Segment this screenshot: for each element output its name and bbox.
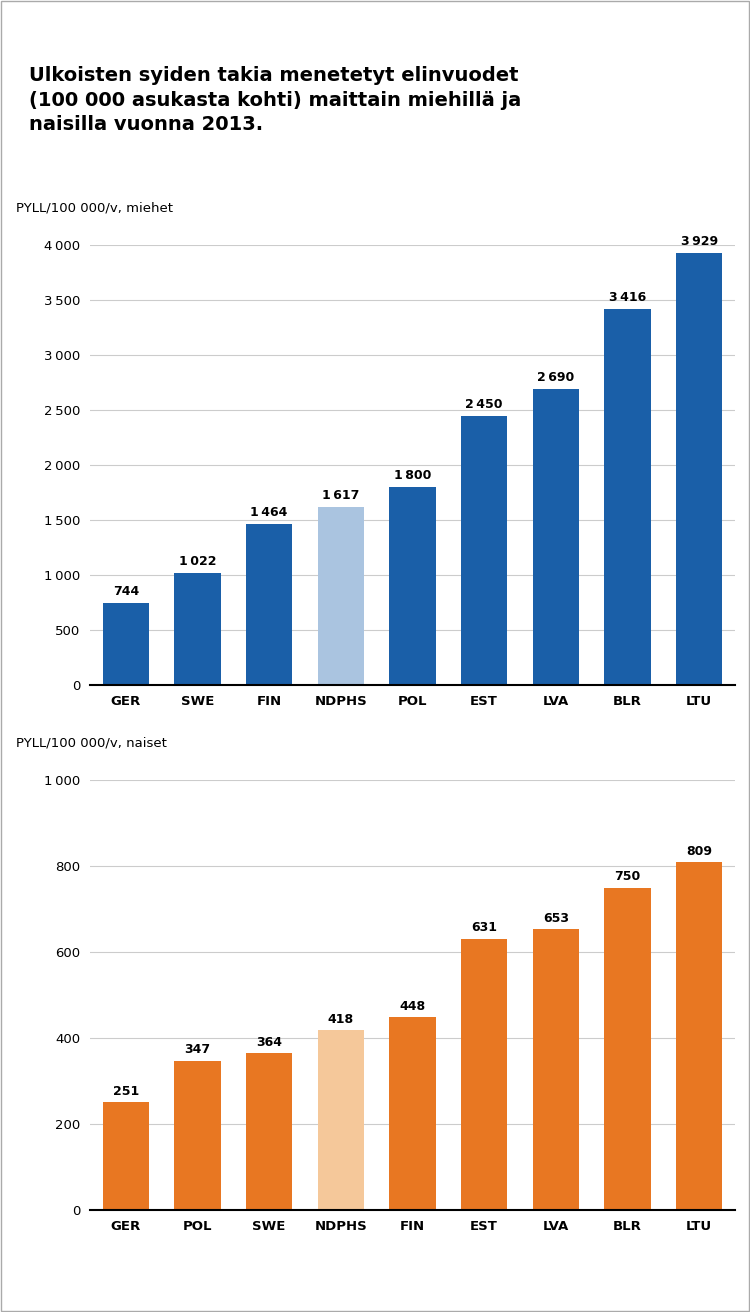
Text: PYLL/100 000/v, miehet: PYLL/100 000/v, miehet [16, 201, 173, 214]
Bar [604, 310, 651, 685]
Text: 809: 809 [686, 845, 712, 858]
Text: 418: 418 [328, 1013, 354, 1026]
Text: 744: 744 [112, 585, 139, 598]
Text: 631: 631 [471, 921, 497, 934]
Bar [103, 604, 149, 685]
Bar [317, 508, 364, 685]
Bar [317, 1030, 364, 1210]
Text: Ulkoisten syiden takia menetetyt elinvuodet
(100 000 asukasta kohti) maittain mi: Ulkoisten syiden takia menetetyt elinvuo… [29, 66, 522, 134]
Text: 750: 750 [614, 870, 640, 883]
Text: 364: 364 [256, 1036, 282, 1050]
Text: 347: 347 [184, 1043, 211, 1056]
Bar [532, 929, 579, 1210]
Text: KUVIO 1.: KUVIO 1. [15, 13, 104, 31]
Bar [174, 1061, 220, 1210]
Bar [246, 523, 292, 685]
Text: 653: 653 [543, 912, 568, 925]
Text: 1 800: 1 800 [394, 470, 431, 482]
Text: PYLL/100 000/v, naiset: PYLL/100 000/v, naiset [16, 737, 166, 750]
Bar [103, 1102, 149, 1210]
Bar [174, 572, 220, 685]
Bar [460, 938, 508, 1210]
Bar [676, 253, 722, 685]
Text: 3 929: 3 929 [680, 235, 718, 248]
Text: 251: 251 [112, 1085, 139, 1098]
Text: 1 022: 1 022 [178, 555, 216, 568]
Bar [389, 1017, 436, 1210]
Text: 448: 448 [400, 1000, 425, 1013]
Text: 2 690: 2 690 [537, 371, 574, 384]
Bar [460, 416, 508, 685]
Bar [389, 487, 436, 685]
Text: 2 450: 2 450 [466, 398, 503, 411]
Bar [532, 390, 579, 685]
Text: 1 464: 1 464 [251, 506, 288, 520]
Bar [246, 1054, 292, 1210]
Bar [676, 862, 722, 1210]
Bar [604, 887, 651, 1210]
Text: 1 617: 1 617 [322, 489, 359, 502]
Text: 3 416: 3 416 [609, 291, 646, 304]
